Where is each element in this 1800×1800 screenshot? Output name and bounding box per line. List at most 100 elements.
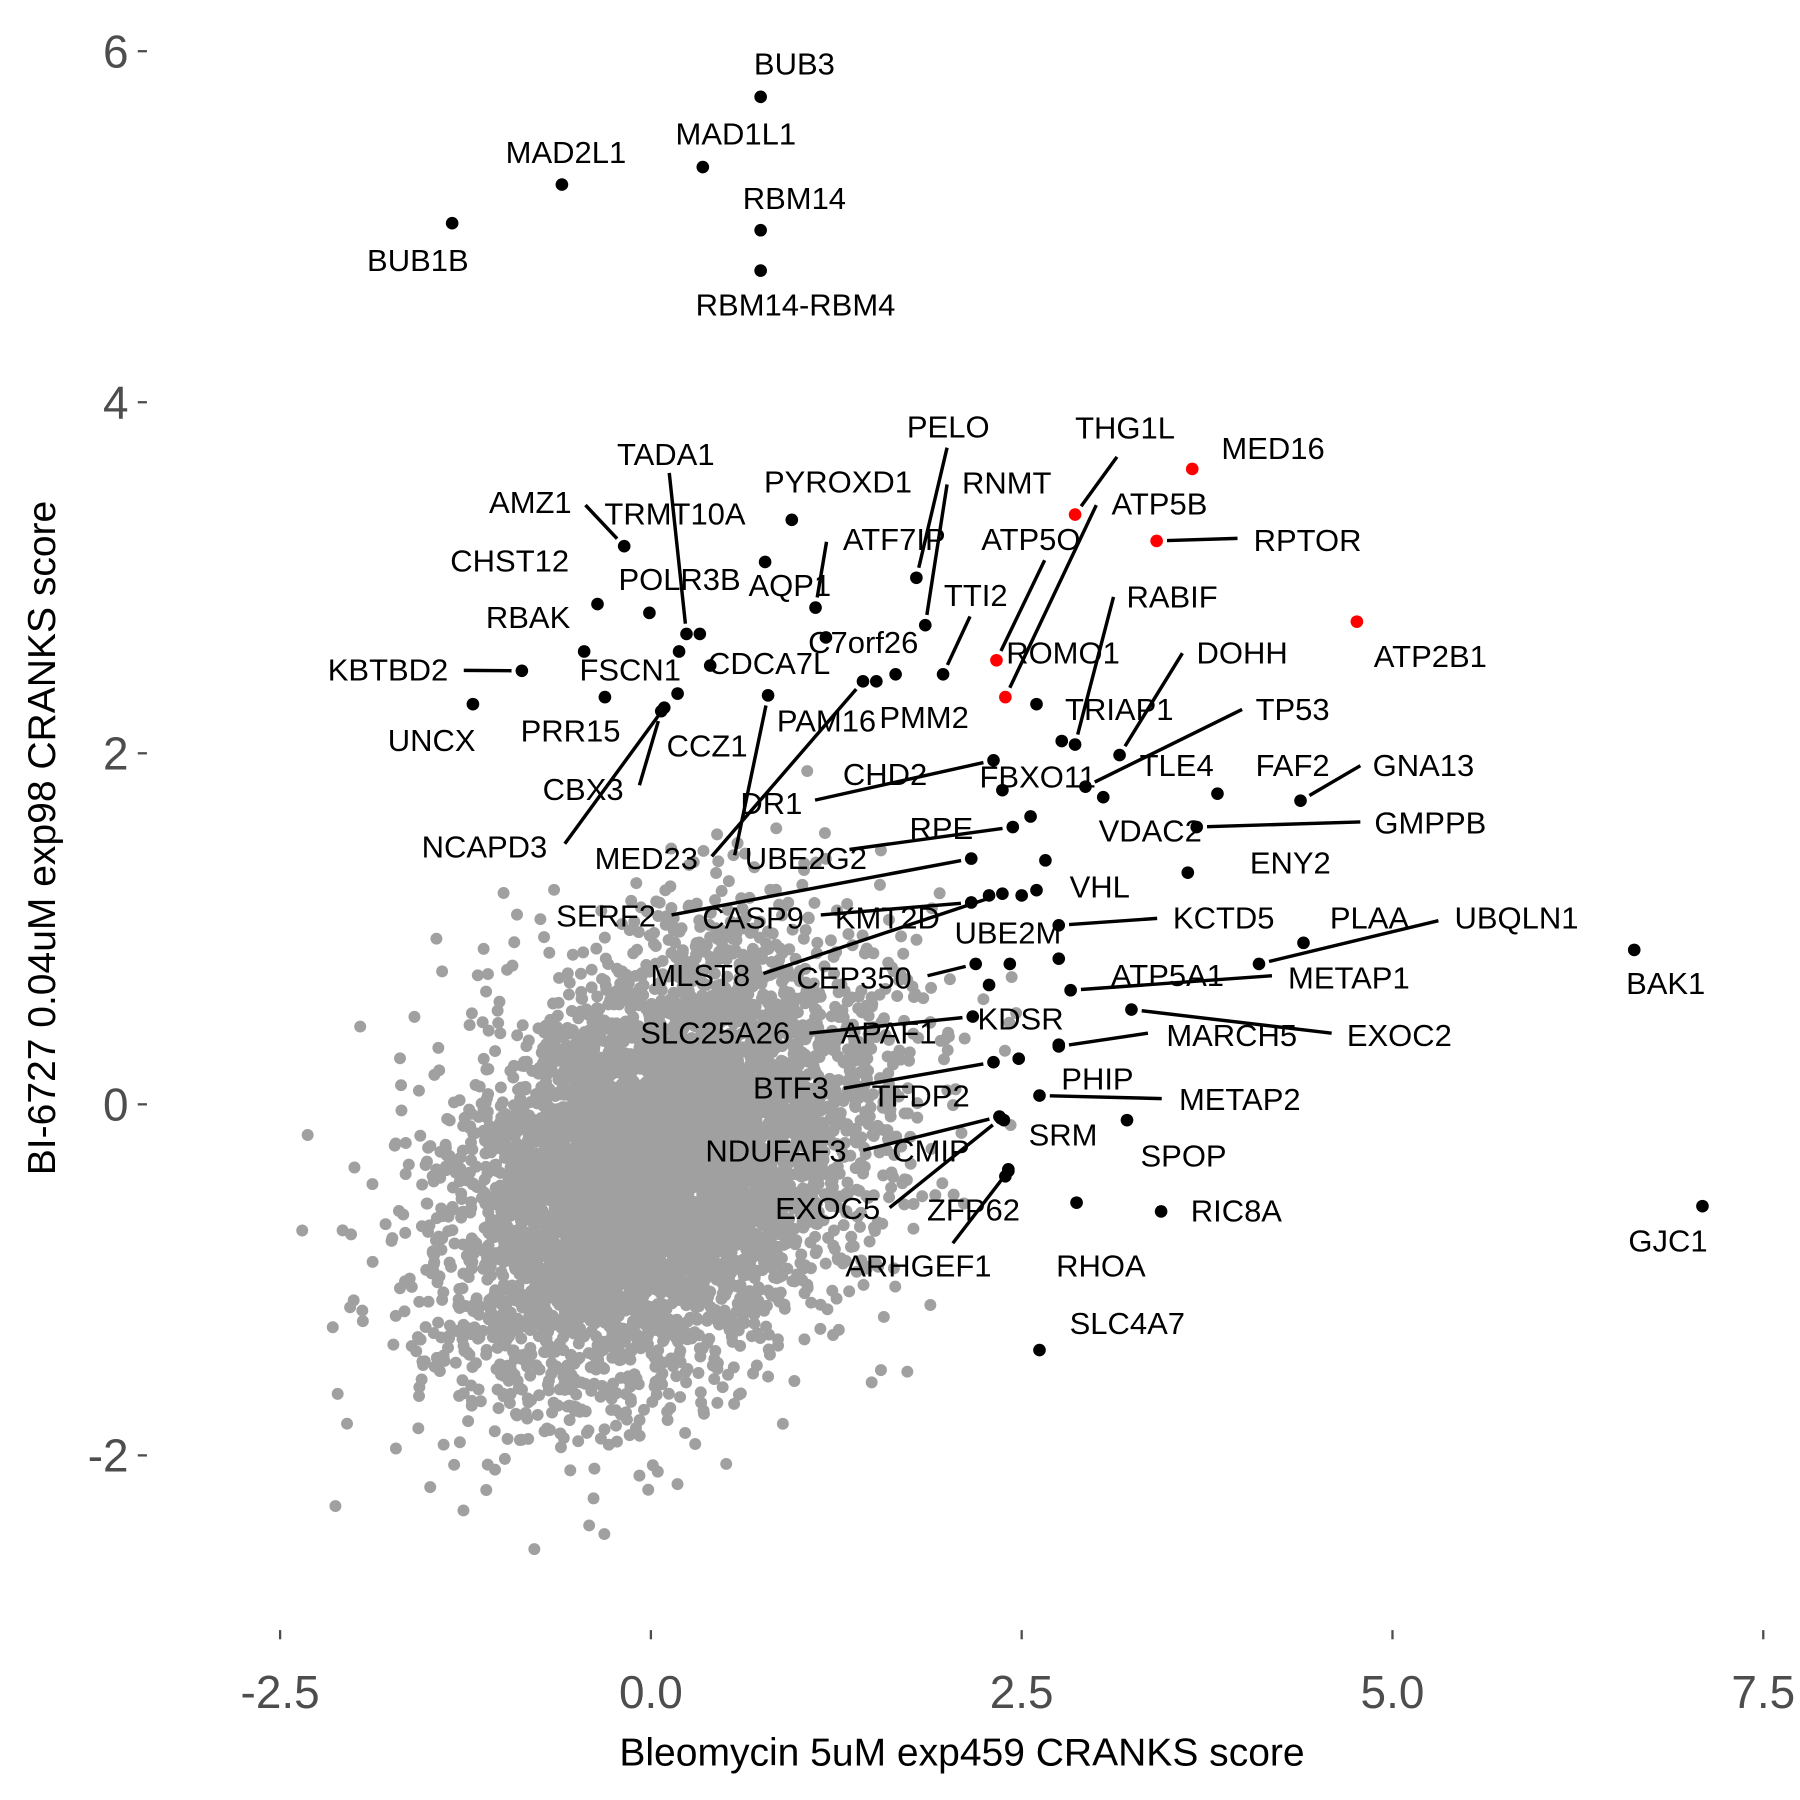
background-point: [708, 1373, 721, 1386]
background-point: [536, 1057, 549, 1070]
background-point: [494, 1027, 507, 1040]
background-point: [947, 1188, 960, 1201]
background-point: [709, 1344, 722, 1357]
background-point: [727, 849, 740, 862]
background-point: [642, 1483, 655, 1496]
background-point: [929, 1189, 942, 1202]
background-point: [637, 1298, 650, 1310]
background-point: [660, 910, 673, 923]
background-point: [395, 1079, 408, 1092]
background-point: [711, 1362, 724, 1375]
background-point: [413, 1390, 425, 1403]
background-point: [775, 909, 788, 922]
background-point: [818, 827, 831, 840]
background-point: [566, 948, 579, 961]
background-point: [506, 959, 519, 972]
background-point: [496, 1096, 509, 1109]
background-point: [534, 913, 547, 926]
background-point: [563, 976, 576, 989]
background-point: [600, 984, 613, 996]
background-point: [753, 1057, 766, 1070]
background-point: [841, 995, 854, 1008]
background-point: [590, 1002, 603, 1015]
background-point: [842, 928, 855, 941]
background-point: [388, 1139, 401, 1152]
background-point: [448, 1458, 461, 1471]
background-point: [840, 1120, 853, 1133]
background-point: [641, 905, 653, 918]
background-point: [895, 1140, 908, 1153]
background-point: [907, 1198, 920, 1210]
background-point: [722, 875, 735, 888]
background-point: [567, 1357, 580, 1370]
background-point: [579, 1377, 592, 1390]
background-point: [670, 1370, 683, 1383]
background-point: [426, 1246, 439, 1259]
background-point: [524, 1369, 537, 1382]
background-point: [957, 1197, 970, 1210]
background-point: [808, 896, 821, 909]
background-point: [491, 1004, 504, 1017]
background-point: [819, 852, 832, 865]
background-point: [809, 856, 822, 869]
background-point: [572, 1324, 585, 1337]
background-point: [868, 1221, 880, 1234]
background-point: [697, 844, 710, 857]
background-point: [394, 1052, 406, 1065]
background-point: [419, 1321, 432, 1334]
background-point: [853, 1220, 866, 1233]
background-point: [1005, 971, 1018, 984]
background-point: [822, 1231, 835, 1244]
background-point: [760, 1033, 773, 1046]
background-point: [670, 1313, 683, 1326]
background-point: [645, 1167, 658, 1180]
background-point: [916, 1190, 929, 1203]
background-point: [850, 1136, 863, 1149]
background-point: [709, 1304, 722, 1317]
background-point: [588, 1462, 601, 1475]
background-point: [689, 1438, 702, 1450]
background-point: [465, 1007, 478, 1020]
background-point: [604, 1286, 617, 1299]
background-point: [625, 1345, 638, 1357]
background-point: [850, 1265, 863, 1278]
background-point: [845, 1230, 858, 1243]
background-point: [762, 925, 774, 938]
background-point: [924, 1299, 937, 1311]
background-point: [762, 1370, 775, 1383]
background-point: [422, 1295, 435, 1308]
background-point: [771, 1333, 784, 1346]
background-point: [493, 995, 506, 1008]
background-point: [683, 859, 696, 871]
background-point: [492, 1253, 505, 1266]
background-point: [700, 939, 713, 952]
background-point: [587, 1492, 600, 1505]
background-point: [933, 887, 946, 900]
background-point: [512, 1083, 524, 1096]
background-point: [828, 967, 840, 980]
background-point: [488, 1425, 501, 1438]
background-point: [768, 1004, 781, 1017]
background-point: [759, 1012, 772, 1025]
background-point: [422, 1141, 435, 1154]
background-point: [442, 1341, 454, 1354]
background-point: [778, 1001, 791, 1014]
background-point: [728, 1397, 741, 1410]
background-point: [399, 1168, 412, 1180]
background-point: [673, 1348, 686, 1361]
background-point: [679, 1426, 692, 1439]
background-point: [765, 1289, 778, 1301]
background-point: [329, 1500, 342, 1513]
background-point: [476, 1016, 489, 1029]
background-point: [474, 1395, 487, 1408]
background-point: [804, 1236, 817, 1249]
background-point: [897, 947, 910, 960]
background-point: [711, 1396, 724, 1409]
background-point: [395, 1104, 408, 1117]
background-point: [770, 822, 783, 835]
background-point: [521, 1360, 533, 1373]
background-point: [819, 1257, 832, 1270]
background-point: [907, 1027, 920, 1040]
background-point: [492, 1402, 505, 1415]
